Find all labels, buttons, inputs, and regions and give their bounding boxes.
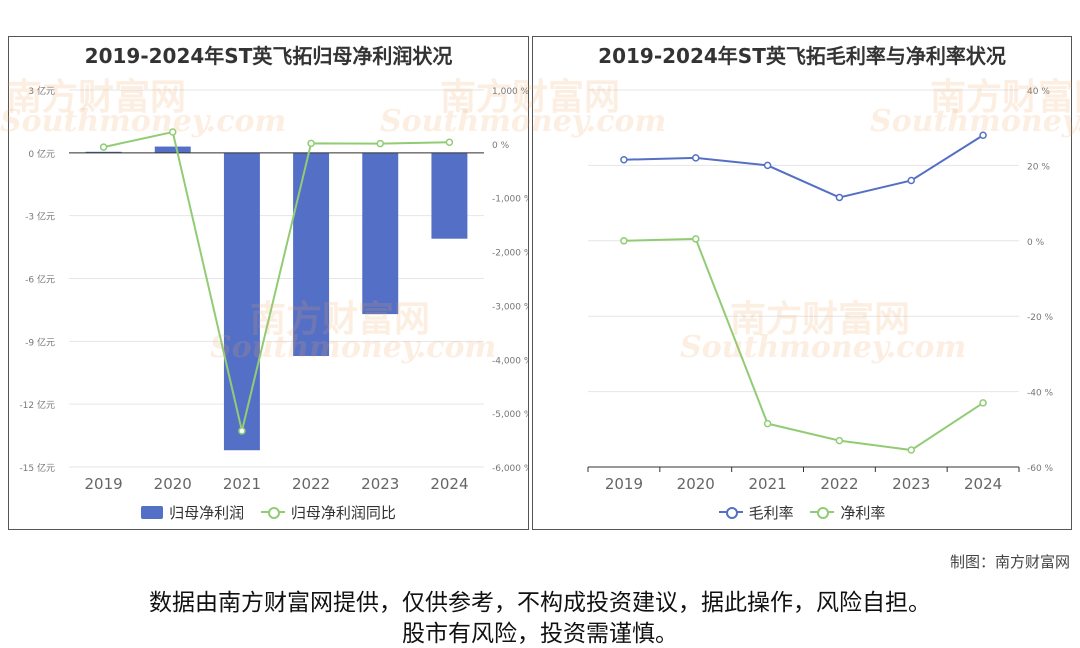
data-point (979, 399, 987, 407)
data-point (169, 128, 177, 136)
data-point (835, 193, 844, 202)
legend-item-net-margin[interactable]: 净利率 (810, 502, 885, 523)
y-tick-label: -9 亿元 (25, 336, 55, 348)
data-point (445, 138, 454, 146)
data-point (99, 143, 108, 151)
x-tick-label: 2021 (748, 475, 786, 493)
y-tick-label: 3 亿元 (28, 85, 55, 97)
x-tick-label: 2021 (223, 475, 261, 493)
data-point (763, 161, 772, 170)
margin-chart: 40 % 20 % 0 % -20 % -40 % -60 % 2019 2020 2021 20… (587, 87, 1054, 493)
x-tick-label: 2024 (430, 475, 468, 493)
data-point (979, 131, 987, 139)
y-tick-label: 20 % (1027, 162, 1050, 172)
legend-label: 归母净利润 (169, 504, 245, 522)
x-tick-label: 2020 (677, 475, 715, 493)
series-line (623, 237, 984, 452)
legend-bar-swatch (141, 506, 164, 519)
net-profit-chart: 3 亿元 0 亿元 -3 亿元 -6 亿元 -9 亿元 -12 亿元 -15 亿元 1,000… (19, 85, 528, 493)
chart-legend: 毛利率 净利率 (533, 502, 1071, 524)
legend-label: 归母净利润同比 (290, 503, 396, 522)
series-line (103, 130, 450, 432)
data-point (620, 155, 628, 164)
y2-tick-label: -4,000 % (492, 356, 528, 366)
legend-line-swatch (260, 505, 285, 519)
y-tick-label: 0 亿元 (28, 148, 55, 160)
bar (154, 146, 191, 153)
x-tick-label: 2024 (964, 475, 1002, 493)
x-tick-label: 2020 (154, 475, 192, 493)
disclaimer-text: 股市有风险，投资需谨慎。 (402, 621, 678, 647)
x-tick-label: 2023 (892, 475, 930, 493)
legend-line-swatch (718, 505, 743, 519)
y2-tick-label: -2,000 % (492, 249, 528, 259)
y2-tick-label: -1,000 % (492, 195, 528, 205)
data-point (376, 139, 384, 148)
x-tick-label: 2019 (605, 475, 643, 493)
legend-item-net-profit[interactable]: 归母净利润 (141, 502, 244, 523)
y-tick-label: -6 亿元 (25, 274, 55, 286)
bar (85, 151, 122, 153)
y-tick-label: -15 亿元 (19, 462, 55, 474)
bar (362, 152, 399, 315)
y-tick-label: 40 % (1027, 87, 1050, 97)
legend-label: 毛利率 (748, 503, 794, 522)
legend-item-net-profit-yoy[interactable]: 归母净利润同比 (260, 502, 396, 523)
data-point (907, 176, 915, 185)
y2-tick-label: -6,000 % (492, 464, 528, 474)
legend-label: 净利率 (840, 503, 886, 522)
chart-title: 2019-2024年ST英飞拓毛利率与净利率状况 (598, 44, 1006, 68)
x-tick-label: 2023 (361, 475, 399, 493)
data-point (907, 446, 915, 454)
legend-line-swatch (810, 505, 835, 519)
bar (431, 152, 468, 239)
net-profit-chart-panel: 2019-2024年ST英飞拓归母净利润状况 3 亿元 0 亿元 -3 亿元 -6 亿… (8, 36, 529, 530)
data-point (835, 436, 844, 445)
margin-chart-panel: 2019-2024年ST英飞拓毛利率与净利率状况 40 % 20 % 0 % -20 … (532, 36, 1072, 530)
chart-title: 2019-2024年ST英飞拓归母净利润状况 (84, 44, 453, 68)
data-point (692, 154, 700, 162)
bar (223, 152, 260, 451)
y2-tick-label: -5,000 % (492, 410, 528, 420)
y2-tick-label: 0 % (492, 141, 510, 151)
bar (293, 152, 330, 356)
data-point (620, 237, 628, 245)
x-tick-label: 2022 (292, 475, 330, 493)
data-point (692, 235, 700, 243)
chart-credit: 制图：南方财富网 (949, 553, 1070, 571)
y-tick-label: -3 亿元 (25, 211, 55, 223)
data-point (238, 427, 246, 435)
y2-tick-label: 1,000 % (492, 87, 528, 97)
y-tick-label: -12 亿元 (19, 399, 55, 411)
y-tick-label: -20 % (1027, 313, 1054, 323)
y2-tick-label: -3,000 % (492, 302, 528, 312)
y-tick-label: 0 % (1027, 238, 1045, 248)
disclaimer-text: 数据由南方财富网提供，仅供参考，不构成投资建议，据此操作，风险自担。 (149, 590, 931, 616)
chart-legend: 归母净利润 归母净利润同比 (9, 502, 528, 524)
series-line (623, 134, 984, 199)
data-point (307, 139, 315, 148)
data-point (763, 419, 772, 428)
y-tick-label: -60 % (1027, 464, 1054, 474)
x-tick-label: 2022 (820, 475, 858, 493)
x-tick-label: 2019 (84, 475, 122, 493)
legend-item-gross-margin[interactable]: 毛利率 (718, 502, 794, 523)
y-tick-label: -40 % (1027, 389, 1054, 399)
